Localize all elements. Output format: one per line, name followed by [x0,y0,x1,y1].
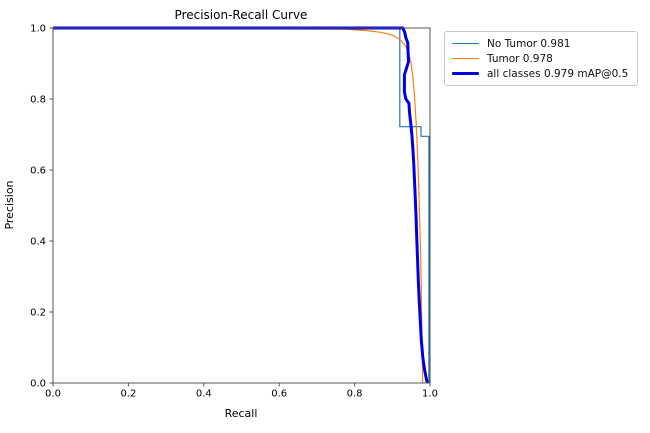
legend-line-swatch [452,42,479,45]
x-tick-label: 0.8 [347,389,363,400]
legend-item-label: all classes 0.979 mAP@0.5 [487,67,629,80]
x-tick-label: 0.6 [271,389,287,400]
y-tick-label: 0.2 [30,308,46,319]
legend-item: No Tumor 0.981 [452,36,628,51]
series-line-no-tumor [53,27,430,383]
legend-item: all classes 0.979 mAP@0.5 [452,66,628,81]
plot-area: 0.0 0.2 0.4 0.6 0.8 1.0 0.0 0.2 0.4 0.6 0.8 1.0 [30,24,438,400]
y-tick-label: 0.6 [30,166,46,177]
legend-item-label: No Tumor 0.981 [487,37,571,50]
x-tick-label: 0.4 [196,389,212,400]
y-tick-label: 0.4 [30,237,46,248]
legend-line-swatch [452,72,479,75]
legend: No Tumor 0.981 Tumor 0.978 all classes 0.9… [444,31,639,86]
x-tick-label: 0.2 [120,389,136,400]
legend-item: Tumor 0.978 [452,51,628,66]
y-tick-label: 0.8 [30,95,46,106]
plot-border [52,27,431,384]
series-line-all-classes [53,26,429,384]
series-line-tumor [52,27,424,383]
legend-line-swatch [452,57,479,60]
y-tick-label: 1.0 [30,24,46,35]
y-axis-label: Precision [3,180,16,229]
y-tick-label: 0.0 [30,379,46,390]
x-tick-label: 0.0 [45,389,61,400]
x-axis-label: Recall [225,407,258,420]
x-tick-label: 1.0 [422,389,438,400]
chart-title: Precision-Recall Curve [175,8,308,22]
legend-item-label: Tumor 0.978 [487,52,553,65]
